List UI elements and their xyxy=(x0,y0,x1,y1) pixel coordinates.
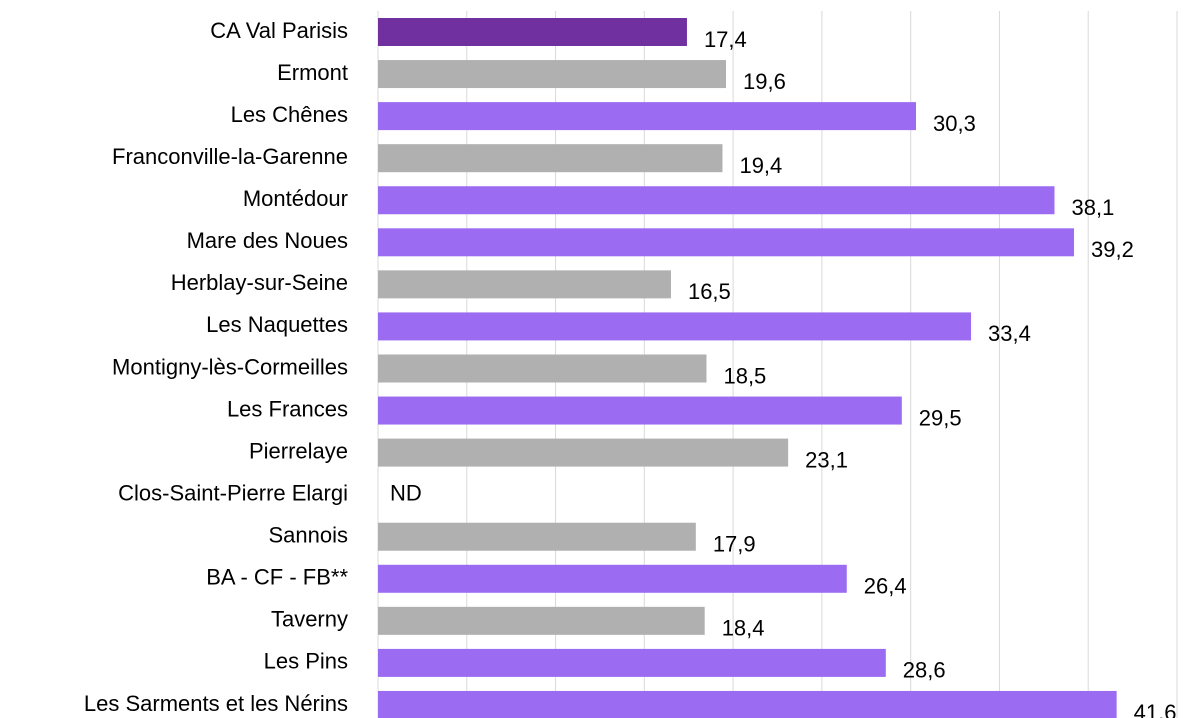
bar xyxy=(378,690,1117,718)
value-label: 33,4 xyxy=(988,321,1031,346)
value-label: 17,9 xyxy=(713,532,756,557)
value-label: 30,3 xyxy=(933,111,976,136)
y-tick-label: Les Naquettes xyxy=(206,312,348,337)
bar xyxy=(378,60,727,89)
y-tick-label: Franconville-la-Garenne xyxy=(112,144,348,169)
bar xyxy=(378,186,1055,215)
bar xyxy=(378,438,789,467)
bar xyxy=(378,564,847,593)
bar xyxy=(378,102,916,131)
value-label: 38,1 xyxy=(1071,195,1114,220)
bar xyxy=(378,144,723,173)
bar xyxy=(378,354,707,383)
value-label: 19,4 xyxy=(739,153,782,178)
bar xyxy=(378,18,687,46)
y-tick-label: Clos-Saint-Pierre Elargi xyxy=(118,480,348,505)
bar xyxy=(378,228,1075,257)
value-label: 18,5 xyxy=(723,363,766,388)
bar xyxy=(378,648,886,677)
y-tick-label: CA Val Parisis xyxy=(210,18,348,43)
value-label: 23,1 xyxy=(805,447,848,472)
y-tick-label: Pierrelaye xyxy=(249,438,348,463)
y-tick-label: Les Sarments et les Nérins xyxy=(84,691,348,716)
y-tick-label: Les Pins xyxy=(264,649,348,674)
value-label: ND xyxy=(390,480,422,505)
y-tick-label: Mare des Noues xyxy=(187,228,348,253)
value-label: 26,4 xyxy=(864,574,907,599)
value-label: 39,2 xyxy=(1091,237,1134,262)
value-label: 17,4 xyxy=(704,27,747,52)
bar xyxy=(378,312,972,341)
value-label: 19,6 xyxy=(743,69,786,94)
value-label: 28,6 xyxy=(903,658,946,683)
bar xyxy=(378,522,696,551)
y-tick-label: Montédour xyxy=(243,186,348,211)
value-label: 41,6 xyxy=(1134,700,1177,718)
y-tick-label: Taverny xyxy=(271,607,348,632)
bar xyxy=(378,606,705,635)
y-tick-label: Les Frances xyxy=(227,396,348,421)
bar xyxy=(378,396,902,425)
y-tick-label: Les Chênes xyxy=(231,102,348,127)
y-tick-label: Montigny-lès-Cormeilles xyxy=(112,354,348,379)
y-tick-label: Ermont xyxy=(277,60,348,85)
y-tick-label: Herblay-sur-Seine xyxy=(171,270,348,295)
y-tick-label: Sannois xyxy=(268,523,348,548)
value-label: 16,5 xyxy=(688,279,731,304)
bar xyxy=(378,270,671,299)
y-tick-label: BA - CF - FB** xyxy=(206,565,348,590)
value-label: 29,5 xyxy=(919,405,962,430)
value-label: 18,4 xyxy=(722,616,765,641)
